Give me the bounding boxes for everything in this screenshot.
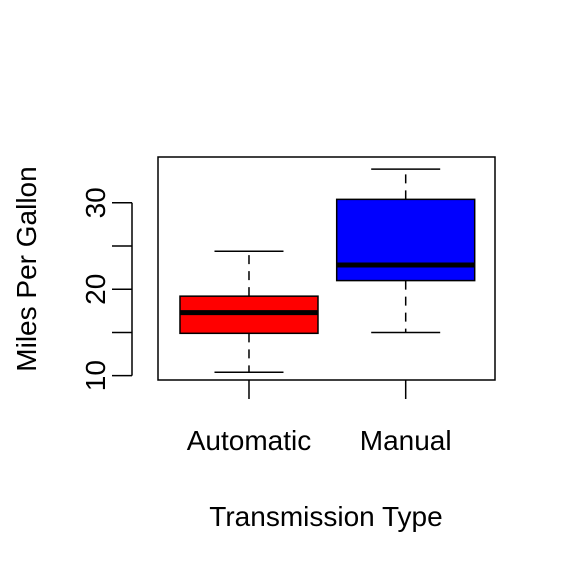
- x-tick-label-automatic: Automatic: [187, 425, 312, 456]
- y-tick-label-20: 20: [80, 274, 111, 305]
- x-axis-label: Transmission Type: [209, 501, 442, 532]
- box-group-automatic: [179, 250, 319, 373]
- y-tick-label-30: 30: [80, 187, 111, 218]
- boxes-layer: [179, 168, 476, 373]
- y-axis: 10 20 30: [80, 187, 133, 391]
- plot-frame: [157, 156, 496, 381]
- x-axis: Automatic Manual: [187, 380, 452, 456]
- x-tick-label-manual: Manual: [360, 425, 452, 456]
- y-tick-label-10: 10: [80, 360, 111, 391]
- box-manual: [335, 198, 476, 282]
- y-axis-label: Miles Per Gallon: [11, 166, 42, 371]
- box-group-manual: [335, 168, 476, 334]
